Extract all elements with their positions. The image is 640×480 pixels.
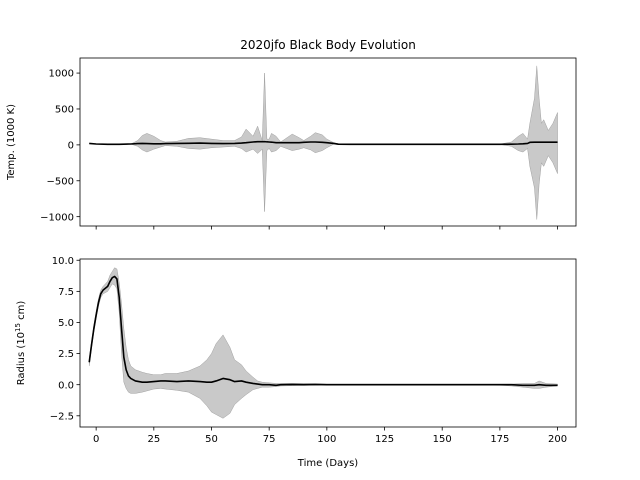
temperature-y-tick-label: 0 — [68, 140, 74, 151]
radius-x-tick-label: 200 — [548, 434, 567, 445]
temperature-plot-area — [89, 65, 558, 220]
radius-y-tick-label: 0.0 — [58, 380, 74, 391]
temperature-y-tick-label: 1000 — [49, 69, 74, 80]
x-axis-label: Time (Days) — [297, 458, 359, 469]
radius-y-tick-label: 2.5 — [58, 349, 74, 360]
temperature-x-axis — [95, 226, 558, 230]
temperature-y-tick-label: −500 — [47, 176, 74, 187]
radius-y-axis: −2.5 0.0 2.5 5.0 7.5 10.0 — [50, 256, 80, 422]
radius-y-label-main: Radius (10 — [16, 332, 27, 385]
radius-y-label-exponent: 15 — [14, 323, 22, 332]
radius-x-tick-label: 75 — [263, 434, 276, 445]
radius-x-tick-label: 125 — [375, 434, 394, 445]
radius-x-tick-label: 175 — [490, 434, 509, 445]
radius-series-line — [88, 275, 558, 387]
radius-y-label-unit: cm) — [16, 301, 27, 323]
radius-y-tick-label: 10.0 — [52, 256, 74, 267]
radius-x-axis: 0 25 50 75 100 125 150 175 200 — [93, 427, 567, 445]
radius-plot-frame — [79, 258, 577, 428]
radius-y-tick-label: −2.5 — [50, 411, 74, 422]
temperature-panel: 2020jfo Black Body Evolution −1000 −500 0 5… — [6, 38, 577, 230]
radius-x-tick-label: 150 — [433, 434, 452, 445]
radius-x-tick-label: 100 — [317, 434, 336, 445]
radius-x-tick-label: 50 — [205, 434, 218, 445]
radius-panel: −2.5 0.0 2.5 5.0 7.5 10.0 0 25 50 75 100 125 150 175… — [14, 256, 577, 469]
radius-x-tick-label: 25 — [147, 434, 160, 445]
radius-plot-area — [88, 267, 558, 419]
chart-title: 2020jfo Black Body Evolution — [240, 38, 416, 52]
temperature-y-axis: −1000 −500 0 500 1000 — [40, 69, 80, 223]
radius-x-tick-label: 0 — [93, 434, 99, 445]
radius-y-tick-label: 7.5 — [58, 287, 74, 298]
temperature-plot-frame — [79, 57, 577, 227]
radius-y-axis-label: Radius (1015 cm) — [14, 301, 27, 386]
temperature-y-tick-label: −1000 — [40, 212, 74, 223]
temperature-y-tick-label: 500 — [55, 105, 74, 116]
temperature-series-line — [89, 140, 558, 146]
radius-y-tick-label: 5.0 — [58, 318, 74, 329]
temperature-y-axis-label: Temp. (1000 K) — [6, 104, 17, 181]
